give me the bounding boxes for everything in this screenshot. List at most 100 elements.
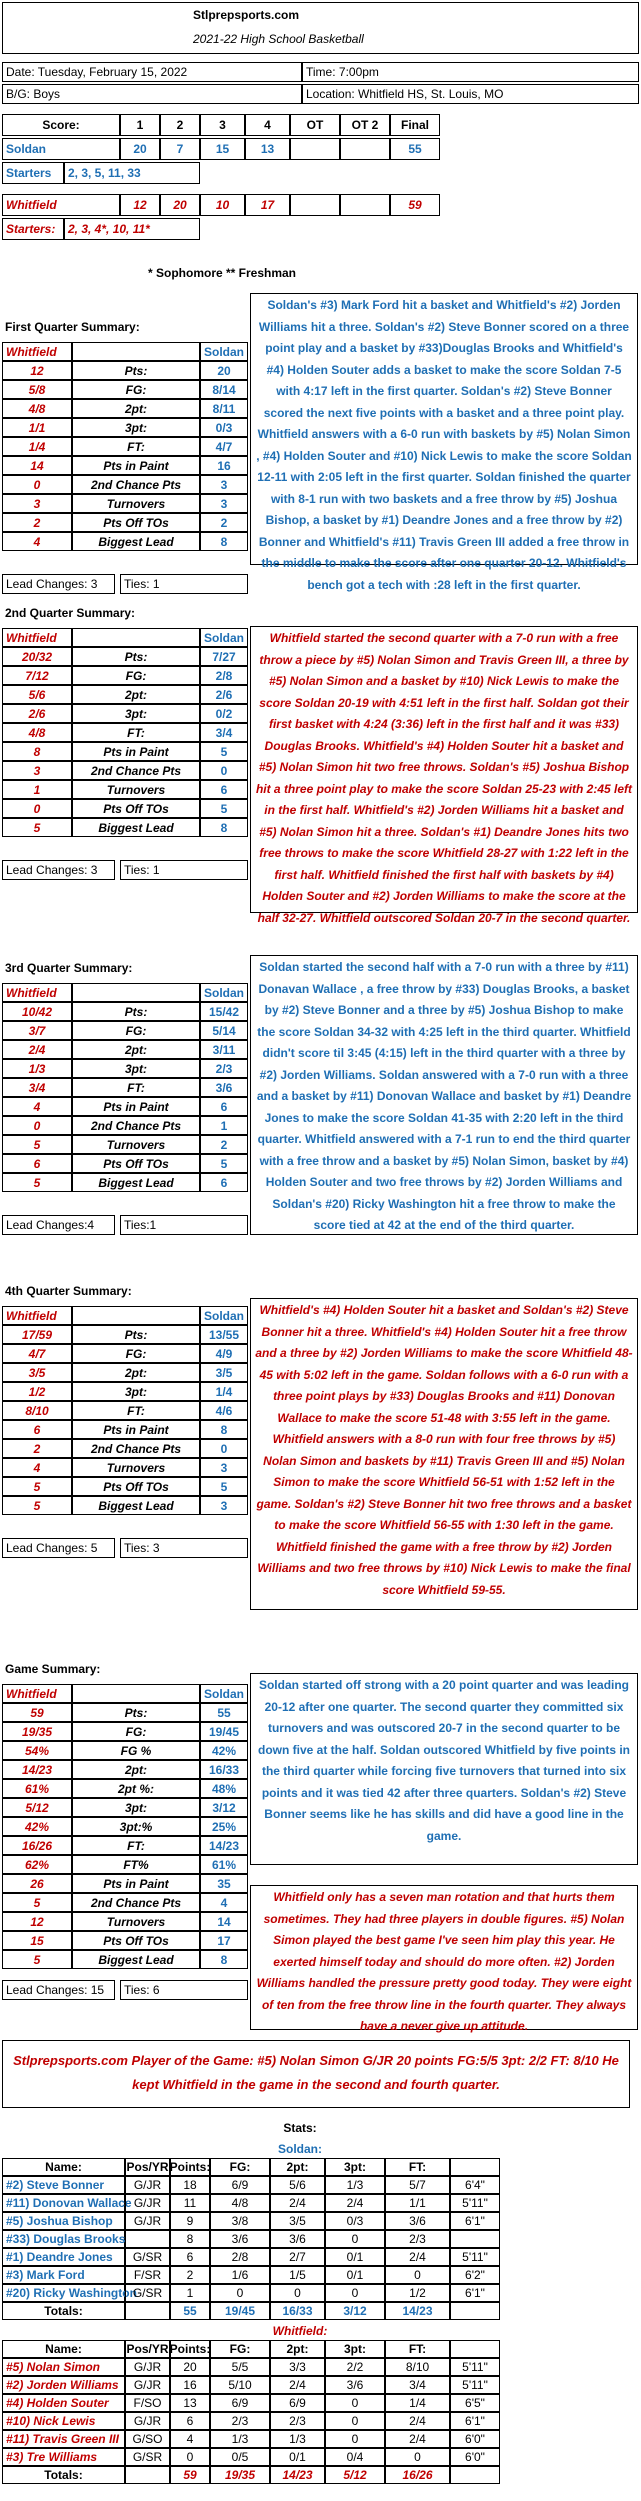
player-name: #11) Travis Green III	[2, 2430, 125, 2448]
stat-cell: G/JR	[125, 2194, 170, 2212]
header-blank	[72, 983, 200, 1002]
stat-label: Pts:	[72, 1703, 200, 1722]
score-cell	[340, 138, 390, 160]
stat-cell: 2/4	[325, 2194, 385, 2212]
stats-title: Stats:	[283, 2121, 317, 2135]
team-header: Whitfield	[2, 342, 72, 361]
whitfield-value: 3	[2, 494, 72, 513]
stat-cell: 5'11"	[450, 2358, 500, 2376]
soldan-value: 2	[200, 1135, 248, 1154]
stat-cell: 1/3	[270, 2430, 325, 2448]
lead-changes: Lead Changes: 3	[2, 860, 115, 880]
soldan-value: 16	[200, 456, 248, 475]
stat-cell: 0	[325, 2412, 385, 2430]
stats-header: Pos/YR	[125, 2158, 170, 2176]
totals-cell	[125, 2466, 170, 2484]
team-header: Whitfield	[2, 1306, 72, 1325]
stat-cell: G/JR	[125, 2212, 170, 2230]
soldan-value: 8	[200, 1950, 248, 1969]
stat-cell: 6/9	[210, 2394, 270, 2412]
whitfield-value: 4/8	[2, 399, 72, 418]
soldan-value: 55	[200, 1703, 248, 1722]
soldan-value: 5	[200, 799, 248, 818]
soldan-value: 0/2	[200, 704, 248, 723]
whitfield-value: 4	[2, 532, 72, 551]
whitfield-value: 42%	[2, 1817, 72, 1836]
whitfield-value: 14/23	[2, 1760, 72, 1779]
stat-label: 2pt:	[72, 1363, 200, 1382]
stat-cell: 6'0"	[450, 2430, 500, 2448]
stat-cell: 0	[210, 2284, 270, 2302]
stat-label: FG:	[72, 666, 200, 685]
stat-cell: 1/2	[385, 2284, 450, 2302]
player-name: #5) Nolan Simon	[2, 2358, 125, 2376]
stat-cell: 0	[325, 2284, 385, 2302]
stat-cell: 1/5	[270, 2266, 325, 2284]
stat-label: FG:	[72, 1344, 200, 1363]
score-header: 2	[160, 114, 200, 136]
stat-cell: 0/1	[270, 2448, 325, 2466]
soldan-value: 3	[200, 475, 248, 494]
whitfield-value: 3	[2, 761, 72, 780]
starters-label: Starters:	[2, 218, 64, 240]
whitfield-value: 16/26	[2, 1836, 72, 1855]
score-header: 4	[245, 114, 290, 136]
player-of-game: Stlprepsports.com Player of the Game: #5…	[2, 2040, 630, 2108]
stat-label: Turnovers	[72, 494, 200, 513]
stat-cell: 4/8	[210, 2194, 270, 2212]
whitfield-value: 5	[2, 1173, 72, 1192]
narrative: Soldan's #3) Mark Ford hit a basket and …	[250, 293, 638, 592]
stat-cell: F/SO	[125, 2394, 170, 2412]
stat-label: Pts:	[72, 647, 200, 666]
whitfield-value: 7/12	[2, 666, 72, 685]
stat-cell: 1	[170, 2284, 210, 2302]
class-note: * Sophomore ** Freshman	[147, 266, 297, 280]
ties: Ties: 1	[120, 574, 248, 594]
starters-label: Starters	[2, 162, 64, 184]
team-header: Whitfield	[2, 983, 72, 1002]
stat-label: FT:	[72, 723, 200, 742]
stat-cell: 2/3	[210, 2412, 270, 2430]
lead-changes: Lead Changes:4	[2, 1215, 115, 1235]
whitfield-value: 61%	[2, 1779, 72, 1798]
lead-changes: Lead Changes: 15	[2, 1980, 115, 2000]
stat-label: Turnovers	[72, 1912, 200, 1931]
stat-cell: G/JR	[125, 2176, 170, 2194]
stat-cell: 2/3	[270, 2412, 325, 2430]
totals-cell: 19/45	[210, 2302, 270, 2320]
stat-cell: 6/9	[270, 2394, 325, 2412]
stat-cell: 13	[170, 2394, 210, 2412]
stat-label: Turnovers	[72, 1135, 200, 1154]
stat-cell: 2/7	[270, 2248, 325, 2266]
soldan-value: 14	[200, 1912, 248, 1931]
stat-label: Pts:	[72, 1325, 200, 1344]
whitfield-value: 17/59	[2, 1325, 72, 1344]
soldan-value: 35	[200, 1874, 248, 1893]
stat-cell: 0	[325, 2394, 385, 2412]
whitfield-value: 4/7	[2, 1344, 72, 1363]
site-name: Stlprepsports.com	[193, 8, 300, 22]
whitfield-value: 0	[2, 1116, 72, 1135]
whitfield-value: 12	[2, 361, 72, 380]
soldan-value: 1/4	[200, 1382, 248, 1401]
time: Time: 7:00pm	[302, 62, 639, 82]
soldan-value: 0	[200, 761, 248, 780]
starters-list: 2, 3, 4*, 10, 11*	[64, 218, 200, 240]
soldan-value: 8	[200, 532, 248, 551]
stats-header: Points:	[169, 2158, 211, 2176]
soldan-value: 4	[200, 1893, 248, 1912]
soldan-value: 4/6	[200, 1401, 248, 1420]
stat-cell: 0	[385, 2448, 450, 2466]
score-cell	[290, 194, 340, 216]
stat-cell: 2/8	[210, 2248, 270, 2266]
score-header: OT	[290, 114, 340, 136]
stat-label: 2pt %:	[72, 1779, 200, 1798]
stat-label: Pts Off TOs	[72, 1477, 200, 1496]
soldan-value: 6	[200, 1173, 248, 1192]
ties: Ties:1	[120, 1215, 248, 1235]
whitfield-value: 12	[2, 1912, 72, 1931]
stat-cell: 2/4	[270, 2376, 325, 2394]
header-blank	[72, 628, 200, 647]
stat-cell: 5/6	[270, 2176, 325, 2194]
whitfield-value: 1/2	[2, 1382, 72, 1401]
